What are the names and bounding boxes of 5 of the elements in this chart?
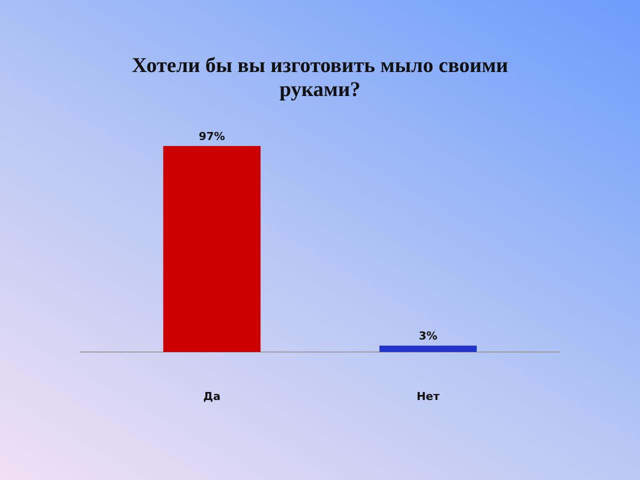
data-label: 3% — [418, 330, 438, 343]
x-tick-label: Нет — [416, 390, 440, 403]
x-tick-label: Да — [203, 390, 221, 403]
data-label: 97% — [198, 130, 226, 143]
chart-title: Хотели бы вы изготовить мыло своими руками? — [132, 53, 508, 101]
